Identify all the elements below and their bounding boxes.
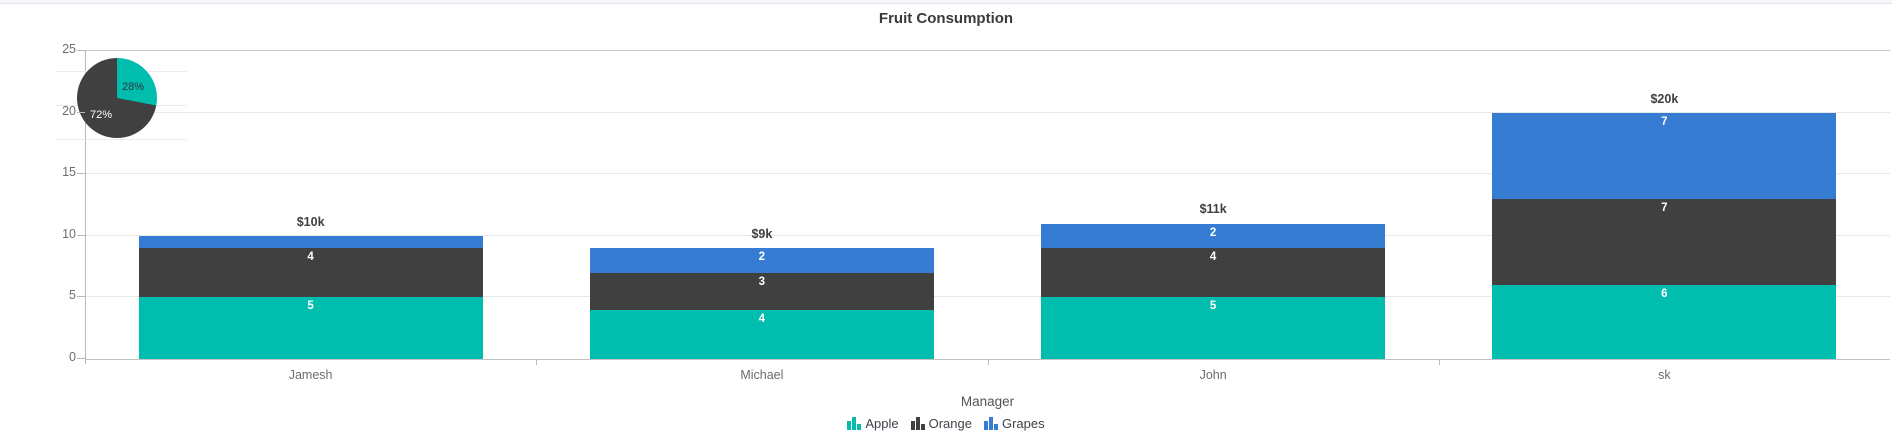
legend-item-orange[interactable]: Orange: [910, 416, 972, 431]
pie-chart[interactable]: 28% 72%: [77, 58, 157, 138]
y-axis-tick: [77, 296, 85, 298]
y-axis-tick-label: 25: [62, 42, 76, 56]
x-axis-title: Manager: [960, 394, 1015, 409]
x-axis-category-label: Jamesh: [288, 368, 333, 382]
legend-label: Grapes: [1001, 416, 1045, 431]
x-axis-tick: [1438, 359, 1440, 365]
legend-label: Apple: [865, 416, 899, 431]
gridline-15: [85, 173, 1890, 175]
segment-value-label: 5: [307, 300, 314, 313]
bar-total-label: $9k: [751, 227, 773, 242]
y-axis-tick: [77, 111, 85, 113]
top-border-strip: [0, 0, 1892, 4]
y-axis-tick: [77, 173, 85, 175]
segment-value-label: 5: [1209, 300, 1217, 313]
x-axis-category-label: sk: [1658, 368, 1671, 382]
pie-slice-label-apple: 28%: [121, 81, 145, 93]
segment-value-label: 4: [307, 251, 314, 264]
bar-segment-grapes-michael[interactable]: 2: [589, 248, 934, 273]
legend-item-grapes[interactable]: Grapes: [983, 416, 1045, 431]
bar-segment-apple-john[interactable]: 5: [1041, 297, 1386, 359]
bar-segment-orange-jamesh[interactable]: 4: [138, 248, 483, 298]
legend: Apple Orange Grapes: [0, 417, 1892, 430]
y-axis-tick-label: 15: [62, 165, 76, 180]
bar-total-label: $20k: [1650, 91, 1679, 106]
y-axis-tick: [77, 358, 85, 359]
gridline-10: [85, 234, 1890, 236]
chart-title: Fruit Consumption: [878, 10, 1014, 27]
y-axis-tick-label: 5: [69, 288, 76, 303]
x-axis-tick: [987, 359, 989, 365]
bar-segment-orange-michael[interactable]: 3: [589, 272, 934, 310]
segment-value-label: 3: [758, 275, 766, 288]
bar-segment-grapes-john[interactable]: 2: [1041, 223, 1386, 249]
y-axis-tick-label: 0: [69, 350, 76, 364]
y-axis-tick-label: 10: [62, 226, 76, 241]
y-axis-line: [85, 50, 86, 364]
x-axis-tick: [536, 359, 538, 365]
legend-label: Orange: [928, 416, 972, 431]
bar-chart-icon: [910, 417, 925, 430]
legend-item-apple[interactable]: Apple: [847, 416, 899, 431]
gridline-5: [85, 296, 1890, 298]
bar-segment-orange-john[interactable]: 4: [1041, 248, 1386, 298]
segment-value-label: 2: [1209, 226, 1217, 239]
segment-value-label: 7: [1661, 115, 1668, 128]
bar-total-label: $11k: [1199, 202, 1227, 217]
x-axis-category-label: John: [1199, 368, 1227, 382]
pie-inset-gridline: [56, 139, 187, 140]
bar-segment-grapes-sk[interactable]: 7: [1492, 112, 1837, 199]
segment-value-label: 4: [758, 312, 766, 325]
x-axis-category-label: Michael: [740, 368, 784, 382]
segment-value-label: 6: [1661, 288, 1668, 301]
segment-value-label: 7: [1661, 201, 1668, 214]
bar-segment-apple-jamesh[interactable]: 5: [138, 297, 483, 359]
bar-segment-apple-michael[interactable]: 4: [589, 309, 934, 359]
bar-segment-orange-sk[interactable]: 7: [1492, 198, 1837, 286]
segment-value-label: 4: [1209, 251, 1217, 264]
bar-chart-icon: [847, 417, 862, 430]
bar-chart-icon: [983, 417, 998, 430]
pie-slice-label-orange: 72%: [89, 109, 113, 121]
y-axis-tick: [77, 50, 85, 51]
gridline-20: [85, 111, 1890, 113]
y-axis-tick: [77, 234, 85, 236]
bar-segment-grapes-jamesh[interactable]: [138, 235, 483, 249]
bar-total-label: $10k: [296, 214, 325, 229]
y-axis-tick-label: 20: [62, 103, 76, 118]
plot-area: 5 4 $10k 4 3 2 $9k 5 4 2 $11k 6 7 7 $20k: [85, 50, 1890, 360]
bar-segment-apple-sk[interactable]: 6: [1492, 285, 1837, 359]
segment-value-label: 2: [758, 251, 766, 264]
